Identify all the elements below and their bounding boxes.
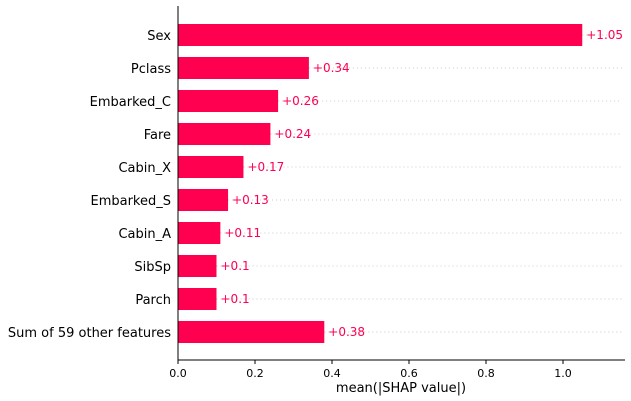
value-label: +0.24: [274, 127, 311, 141]
category-label: Embarked_C: [90, 95, 171, 110]
bar: [178, 156, 244, 178]
bar: [178, 288, 217, 310]
bar: [178, 222, 221, 244]
x-tick-label: 0.2: [246, 367, 264, 380]
category-label: Cabin_A: [118, 227, 171, 242]
x-tick-label: 0.8: [477, 367, 495, 380]
value-label: +0.38: [328, 325, 365, 339]
value-label: +1.05: [586, 28, 623, 42]
x-tick-label: 0.4: [323, 367, 341, 380]
category-label: Parch: [135, 293, 171, 308]
value-label: +0.1: [221, 259, 250, 273]
category-label: Fare: [144, 128, 171, 143]
value-label: +0.11: [224, 226, 261, 240]
bar: [178, 90, 279, 112]
bar: [178, 255, 217, 277]
bar: [178, 123, 271, 145]
value-label: +0.13: [232, 193, 269, 207]
value-label: +0.26: [282, 94, 319, 108]
x-tick-label: 1.0: [554, 367, 572, 380]
category-labels: Sex Pclass Embarked_C Fare Cabin_X Embarked_S…: [8, 29, 171, 341]
value-labels: +1.05 +0.34 +0.26 +0.24 +0.17 +0.13 +0.11 +0.1 +…: [221, 28, 624, 339]
category-label: SibSp: [134, 260, 171, 275]
bar: [178, 57, 309, 79]
bar: [178, 24, 583, 46]
value-label: +0.34: [313, 61, 350, 75]
category-label: Pclass: [131, 62, 171, 77]
category-label: Embarked_S: [90, 194, 171, 209]
x-tick-label: 0.6: [400, 367, 418, 380]
x-ticks: 0.0 0.2 0.4 0.6 0.8 1.0: [169, 360, 572, 380]
bar: [178, 189, 229, 211]
bar: [178, 321, 325, 343]
value-label: +0.17: [247, 160, 284, 174]
category-label: Sex: [147, 29, 171, 44]
x-axis-title: mean(|SHAP value|): [336, 381, 466, 396]
value-label: +0.1: [221, 292, 250, 306]
guide-lines: [216, 34, 622, 333]
x-tick-label: 0.0: [169, 367, 187, 380]
category-label: Cabin_X: [118, 161, 171, 176]
bars: [178, 24, 583, 343]
category-label: Sum of 59 other features: [8, 326, 171, 341]
